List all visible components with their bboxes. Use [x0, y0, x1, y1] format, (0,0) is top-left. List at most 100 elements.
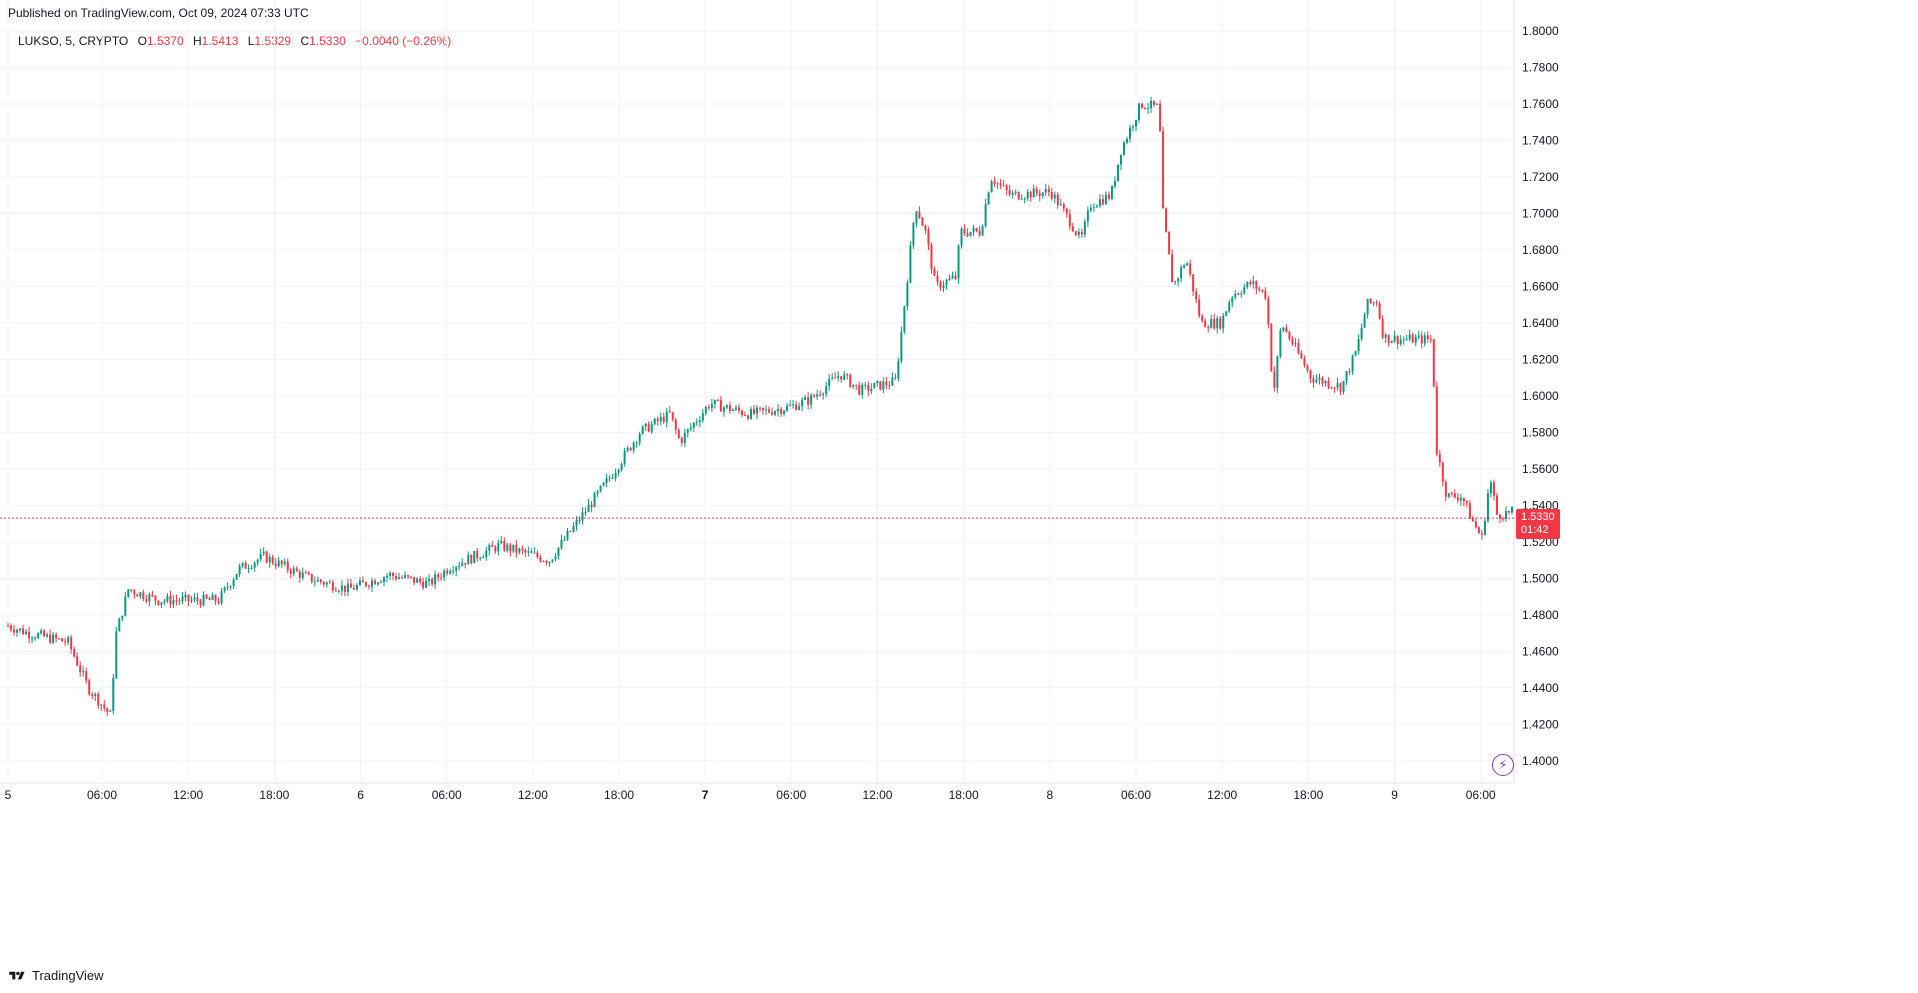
candle-body	[891, 377, 894, 386]
candle-body	[653, 418, 656, 425]
candle-body	[208, 598, 211, 600]
candle-body	[1128, 127, 1131, 139]
candle-body	[897, 361, 900, 379]
candle-body	[274, 563, 277, 567]
candle-body	[136, 594, 139, 597]
candle-body	[28, 631, 31, 639]
candle-body	[975, 228, 978, 231]
candle-body	[870, 388, 873, 392]
candle-body	[924, 225, 927, 230]
time-tick-label: 18:00	[259, 788, 289, 802]
candle-body	[996, 183, 999, 185]
candle-body	[849, 374, 852, 387]
candle-body	[617, 469, 620, 473]
candle-body	[978, 230, 981, 236]
candle-body	[762, 407, 765, 410]
candle-body	[121, 615, 124, 619]
candle-body	[1408, 334, 1411, 340]
candle-body	[539, 556, 542, 562]
candle-body	[864, 384, 867, 386]
candle-body	[1375, 302, 1378, 304]
candle-body	[1113, 180, 1116, 187]
candle-body	[939, 281, 942, 289]
candle-body	[307, 572, 310, 575]
candle-body	[596, 491, 599, 494]
candle-body	[259, 553, 262, 560]
candle-body	[100, 704, 103, 706]
candle-body	[951, 275, 954, 279]
candle-body	[1321, 377, 1324, 384]
candle-body	[211, 595, 214, 600]
candle-body	[1276, 356, 1279, 388]
candle-body	[491, 544, 494, 547]
price-tick-label: 1.7000	[1522, 207, 1559, 221]
candle-body	[88, 680, 91, 695]
candle-body	[1147, 107, 1150, 109]
candle-body	[1095, 205, 1098, 208]
price-tick-label: 1.7600	[1522, 97, 1559, 111]
candle-body	[1342, 381, 1345, 392]
candle-body	[34, 638, 37, 640]
candle-body	[689, 427, 692, 430]
price-tick-label: 1.4200	[1522, 717, 1559, 731]
candle-body	[1438, 454, 1441, 463]
candle-body	[1014, 191, 1017, 193]
price-tick-label: 1.5800	[1522, 425, 1559, 439]
candle-body	[1504, 511, 1507, 519]
candle-body	[515, 544, 518, 553]
price-tick-label: 1.8000	[1522, 24, 1559, 38]
candle-body	[1396, 335, 1399, 344]
candle-body	[1044, 189, 1047, 193]
candle-body	[494, 546, 497, 552]
candle-body	[743, 414, 746, 416]
candle-body	[1261, 289, 1264, 291]
candle-body	[1204, 320, 1207, 328]
candle-body	[551, 559, 554, 562]
candle-body	[1351, 355, 1354, 372]
candle-body	[816, 394, 819, 397]
lightning-icon[interactable]: ⚡︎	[1492, 754, 1514, 777]
candle-body	[1219, 318, 1222, 329]
candle-body	[205, 594, 208, 599]
candle-body	[187, 594, 190, 601]
candle-body	[455, 567, 458, 572]
candle-body	[1378, 303, 1381, 319]
candle-body	[536, 552, 539, 557]
candle-body	[1171, 254, 1174, 283]
candle-body	[1459, 497, 1462, 501]
candle-body	[1240, 293, 1243, 295]
symbol-label[interactable]: LUKSO, 5, CRYPTO	[18, 34, 129, 48]
candle-body	[719, 400, 722, 412]
candle-body	[1474, 521, 1477, 528]
price-tick-label: 1.6800	[1522, 243, 1559, 257]
candle-body	[942, 285, 945, 289]
candle-body	[398, 577, 401, 579]
candle-body	[1162, 131, 1165, 209]
candle-body	[340, 585, 343, 592]
candle-body	[638, 433, 641, 443]
candle-body	[840, 376, 843, 380]
candle-body	[500, 540, 503, 544]
candle-body	[1201, 316, 1204, 321]
candle-body	[674, 419, 677, 430]
candle-body	[262, 551, 265, 554]
candle-body	[614, 472, 617, 478]
candle-body	[1279, 330, 1282, 357]
ohlc-legend: LUKSO, 5, CRYPTO O1.5370 H1.5413 L1.5329…	[18, 34, 451, 48]
candle-body	[22, 628, 25, 635]
candle-body	[449, 571, 452, 574]
candle-body	[1270, 324, 1273, 372]
candle-body	[710, 404, 713, 409]
candle-body	[202, 594, 205, 606]
candle-body	[1131, 126, 1134, 128]
candle-body	[599, 485, 602, 492]
candle-body	[503, 540, 506, 551]
tradingview-footer[interactable]: TradingView	[8, 968, 104, 983]
published-caption: Published on TradingView.com, Oct 09, 20…	[8, 6, 309, 20]
candle-body	[7, 625, 9, 627]
candle-body	[831, 377, 834, 379]
candle-body	[662, 416, 665, 423]
candle-body	[1198, 299, 1201, 317]
candle-body	[1414, 337, 1417, 343]
